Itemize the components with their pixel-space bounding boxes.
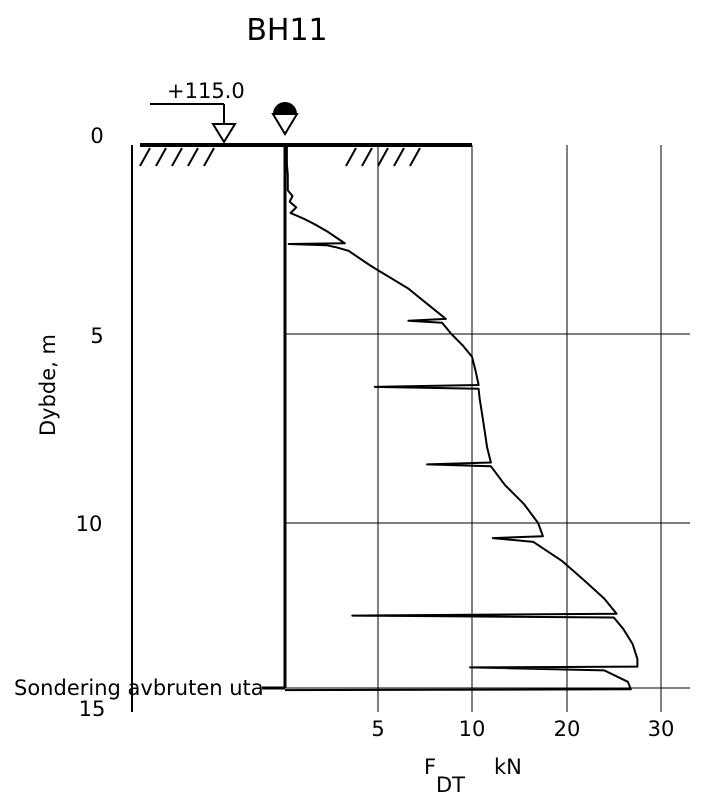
x-tick-label: 10: [459, 717, 486, 741]
groundwater-icon: [271, 102, 299, 136]
x-axis-label-main: F: [424, 755, 436, 779]
ground-hatch: [139, 147, 421, 167]
y-tick-label: 5: [90, 324, 103, 348]
x-axis-label: F DT kN: [424, 755, 522, 797]
chart-grid: [285, 145, 690, 712]
y-tick-label: 10: [76, 512, 103, 536]
x-tick-label: 5: [371, 717, 384, 741]
x-axis-label-subscript: DT: [436, 773, 465, 797]
x-tick-label: 20: [554, 717, 581, 741]
chart-title: BH11: [246, 13, 327, 48]
elevation-marker: +115.0: [150, 79, 245, 144]
y-tick-label: 0: [90, 124, 103, 148]
series-line: [284, 145, 639, 692]
elevation-label: +115.0: [167, 79, 245, 103]
x-axis-label-unit: kN: [494, 755, 522, 779]
termination-note: Sondering avbruten uta: [14, 676, 264, 700]
y-tick-label: 15: [79, 697, 106, 721]
x-tick-label: 30: [648, 717, 675, 741]
y-axis-label: Dybde, m: [36, 334, 60, 436]
